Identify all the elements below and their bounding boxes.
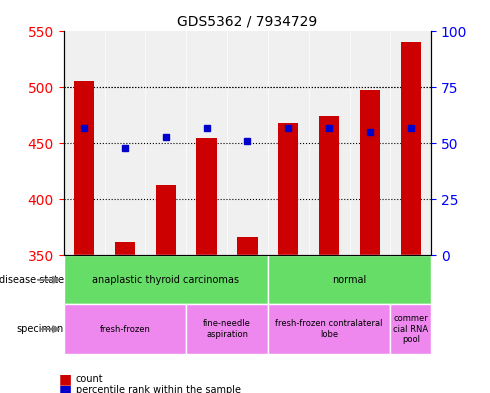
Text: ■: ■	[59, 383, 72, 393]
Text: specimen: specimen	[17, 324, 64, 334]
Text: normal: normal	[332, 275, 367, 285]
Bar	[401, 42, 421, 255]
Text: fresh-frozen contralateral
lobe: fresh-frozen contralateral lobe	[275, 320, 383, 339]
Bar	[156, 185, 176, 255]
Bar	[319, 116, 339, 255]
FancyBboxPatch shape	[268, 305, 391, 354]
Bar	[74, 81, 94, 255]
Text: percentile rank within the sample: percentile rank within the sample	[76, 385, 241, 393]
Title: GDS5362 / 7934729: GDS5362 / 7934729	[177, 15, 318, 29]
FancyBboxPatch shape	[64, 255, 268, 305]
Text: commer
cial RNA
pool: commer cial RNA pool	[393, 314, 428, 344]
FancyBboxPatch shape	[391, 305, 431, 354]
Text: fine-needle
aspiration: fine-needle aspiration	[203, 320, 251, 339]
Text: anaplastic thyroid carcinomas: anaplastic thyroid carcinomas	[92, 275, 239, 285]
FancyBboxPatch shape	[186, 305, 268, 354]
Bar	[278, 123, 298, 255]
Bar	[115, 242, 135, 255]
FancyBboxPatch shape	[64, 305, 186, 354]
Bar	[196, 138, 217, 255]
Text: fresh-frozen: fresh-frozen	[99, 325, 150, 334]
Text: ■: ■	[59, 372, 72, 386]
FancyBboxPatch shape	[268, 255, 431, 305]
Bar	[237, 237, 258, 255]
Bar	[360, 90, 380, 255]
Text: disease state: disease state	[0, 275, 64, 285]
Text: count: count	[76, 374, 103, 384]
